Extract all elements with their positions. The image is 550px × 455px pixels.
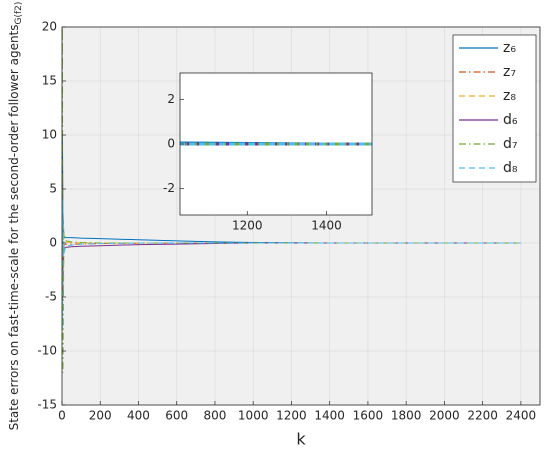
y-axis-label: State errors on fast-time-scale for the …	[7, 2, 24, 431]
x-tick-label: 1200	[276, 409, 307, 423]
x-tick-label: 0	[58, 409, 66, 423]
legend-label: d₈	[503, 160, 518, 176]
series-line	[62, 199, 521, 330]
x-tick-label: 1200	[232, 219, 263, 233]
y-tick-label: -5	[45, 290, 57, 304]
y-label-subscript: G(f2)	[14, 2, 24, 25]
x-tick-label: 600	[165, 409, 188, 423]
y-tick-label: -10	[37, 344, 57, 358]
x-tick-label: 400	[127, 409, 150, 423]
legend-label: z₆	[503, 40, 516, 56]
x-tick-label: 1600	[353, 409, 384, 423]
x-tick-label: 1400	[311, 219, 342, 233]
x-tick-label: 800	[204, 409, 227, 423]
y-tick-label: -2	[163, 181, 175, 195]
y-tick-label: 2	[167, 92, 175, 106]
legend-label: z₇	[503, 64, 516, 80]
legend-label: d₇	[503, 136, 518, 152]
x-tick-label: 2000	[429, 409, 460, 423]
y-tick-label: 0	[49, 236, 57, 250]
x-tick-label: 200	[89, 409, 112, 423]
axes-box	[61, 26, 541, 406]
x-tick-label: 1800	[391, 409, 422, 423]
y-tick-label: 5	[49, 182, 57, 196]
x-tick-label: 2200	[467, 409, 498, 423]
y-tick-label: 20	[42, 20, 57, 34]
x-tick-label: 2400	[506, 409, 537, 423]
y-tick-label: -15	[37, 398, 57, 412]
y-tick-label: 10	[42, 128, 57, 142]
x-tick-label: 1400	[314, 409, 345, 423]
legend-label: z₈	[503, 88, 516, 104]
y-label-main: State errors on fast-time-scale for the …	[7, 24, 21, 430]
legend-box	[452, 34, 537, 183]
y-tick-label: 0	[167, 137, 175, 151]
x-tick-label: 1000	[238, 409, 269, 423]
series-line	[62, 27, 521, 373]
y-tick-label: 15	[42, 74, 57, 88]
legend-label: d₆	[503, 112, 518, 128]
x-axis-label: k	[296, 430, 306, 449]
series-line	[180, 142, 372, 146]
